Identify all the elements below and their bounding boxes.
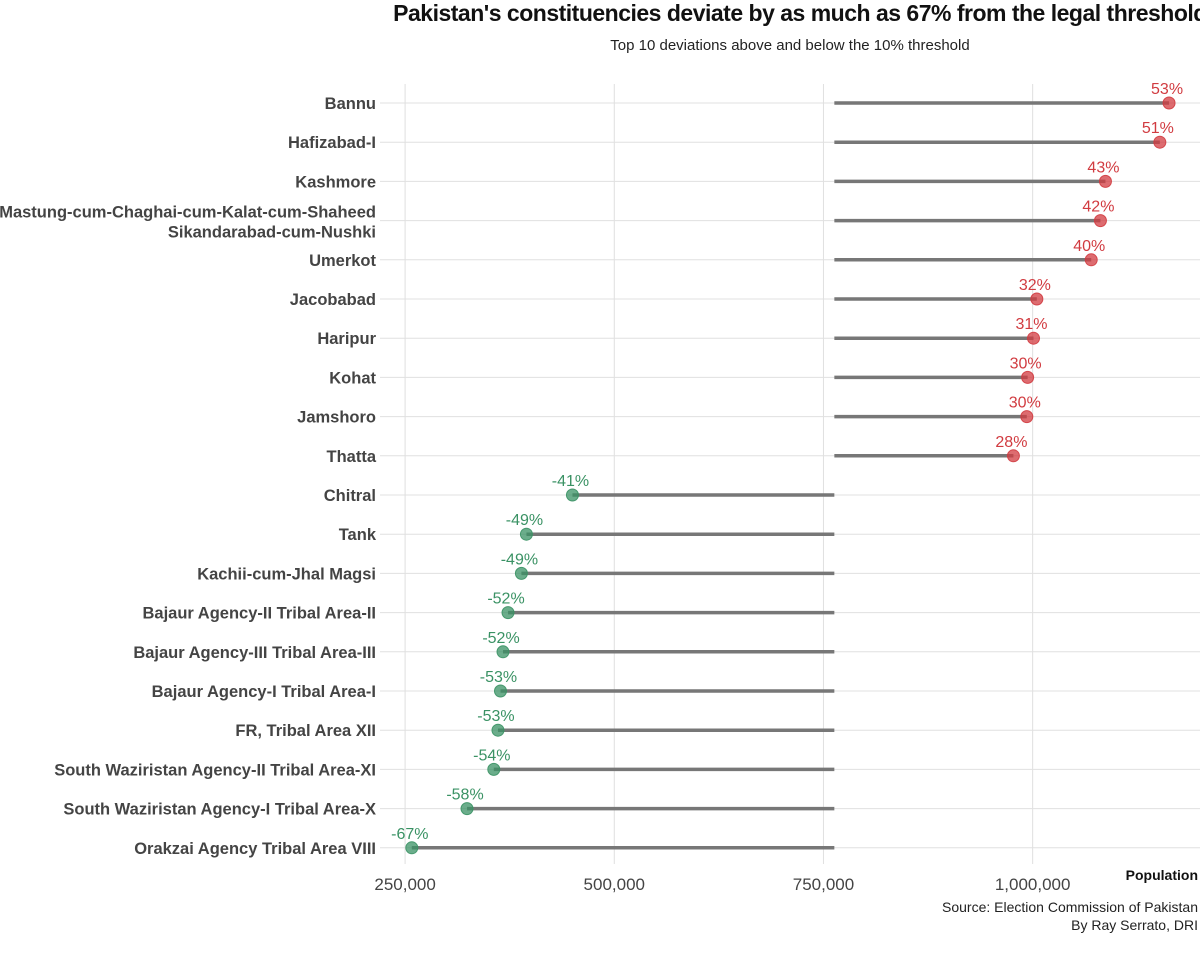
- points: [405, 96, 1176, 855]
- chart-title: Pakistan's constituencies deviate by as …: [393, 0, 1200, 26]
- data-label: 43%: [1087, 159, 1119, 176]
- data-label: -58%: [446, 787, 483, 804]
- lollipop-point: [1084, 253, 1098, 267]
- data-label: -49%: [501, 551, 538, 568]
- lollipop-point: [487, 762, 501, 776]
- data-label: -41%: [552, 473, 589, 490]
- lollipop-point: [1093, 214, 1107, 228]
- lollipop-point: [1162, 96, 1176, 110]
- data-label: -67%: [391, 826, 428, 843]
- data-label: -53%: [480, 669, 517, 686]
- y-axis-labels: Bannu Hafizabad-I Kashmore Mastung-cum-Chag…: [0, 95, 377, 858]
- y-tick-label: Sikandarabad-cum-Nushki: [168, 224, 376, 242]
- y-tick-label: Bajaur Agency-III Tribal Area-III: [133, 644, 376, 662]
- data-label: -54%: [473, 747, 510, 764]
- x-tick-label: 500,000: [584, 875, 645, 894]
- data-labels: 53% 51% 43% 42% 40% 32% 31% 30% 30% 28% -41% -49% -4…: [391, 81, 1183, 843]
- data-label: -52%: [482, 630, 519, 647]
- lollipop-point: [565, 488, 579, 502]
- caption: Source: Election Commission of Pakistan …: [942, 898, 1198, 934]
- x-tick-label: 750,000: [793, 875, 854, 894]
- lollipop-point: [501, 606, 515, 620]
- lollipop-point: [1153, 135, 1167, 149]
- y-tick-label: Bajaur Agency-II Tribal Area-II: [142, 605, 376, 623]
- lollipop-point: [460, 802, 474, 816]
- y-tick-label: Hafizabad-I: [288, 134, 376, 152]
- x-axis-title: Population: [1125, 867, 1198, 883]
- y-tick-label: Orakzai Agency Tribal Area VIII: [134, 840, 376, 858]
- y-tick-label: Kachii-cum-Jhal Magsi: [197, 565, 376, 583]
- lollipop-point: [519, 527, 533, 541]
- data-label: 42%: [1082, 199, 1114, 216]
- y-tick-label: Jamshoro: [297, 409, 376, 427]
- lollipop-point: [496, 645, 510, 659]
- lollipop-point: [1098, 174, 1112, 188]
- y-tick-label: Jacobabad: [290, 291, 376, 309]
- y-tick-label: Kashmore: [295, 173, 376, 191]
- chart-subtitle: Top 10 deviations above and below the 10…: [610, 37, 970, 54]
- data-label: 53%: [1151, 81, 1183, 98]
- y-tick-label: FR, Tribal Area XII: [235, 722, 376, 740]
- x-tick-label: 250,000: [374, 875, 435, 894]
- data-label: 51%: [1142, 120, 1174, 137]
- caption-source: Source: Election Commission of Pakistan: [942, 899, 1198, 915]
- data-label: 40%: [1073, 238, 1105, 255]
- y-tick-label: Mastung-cum-Chaghai-cum-Kalat-cum-Shahee…: [0, 204, 376, 222]
- lollipop-point: [514, 566, 528, 580]
- y-tick-label: Bannu: [325, 95, 376, 113]
- lollipop-point: [491, 723, 505, 737]
- caption-author: By Ray Serrato, DRI: [1071, 917, 1198, 933]
- x-axis-ticks: 250,000 500,000 750,000 1,000,000: [374, 875, 1070, 894]
- data-label: 32%: [1019, 277, 1051, 294]
- lollipop-point: [1020, 410, 1034, 424]
- lollipop-point: [405, 841, 419, 855]
- y-tick-label: Umerkot: [309, 252, 376, 270]
- y-tick-label: Tank: [339, 526, 377, 544]
- y-tick-label: Kohat: [329, 369, 376, 387]
- lollipop-point: [493, 684, 507, 698]
- data-label: 30%: [1010, 355, 1042, 372]
- data-label: 30%: [1009, 395, 1041, 412]
- lollipop-point: [1030, 292, 1044, 306]
- data-label: 31%: [1015, 316, 1047, 333]
- lollipop-point: [1021, 370, 1035, 384]
- y-tick-label: South Waziristan Agency-I Tribal Area-X: [63, 801, 376, 819]
- x-tick-label: 1,000,000: [995, 875, 1071, 894]
- data-label: -49%: [506, 512, 543, 529]
- lollipop-point: [1006, 449, 1020, 463]
- lollipop-point: [1026, 331, 1040, 345]
- y-tick-label: Chitral: [324, 487, 376, 505]
- y-tick-label: Haripur: [317, 330, 376, 348]
- data-label: -53%: [477, 708, 514, 725]
- y-tick-label: Bajaur Agency-I Tribal Area-I: [152, 683, 376, 701]
- y-tick-label: Thatta: [327, 448, 377, 466]
- data-label: 28%: [995, 434, 1027, 451]
- segments: [411, 101, 1170, 850]
- y-tick-label: South Waziristan Agency-II Tribal Area-X…: [54, 761, 376, 779]
- data-label: -52%: [487, 591, 524, 608]
